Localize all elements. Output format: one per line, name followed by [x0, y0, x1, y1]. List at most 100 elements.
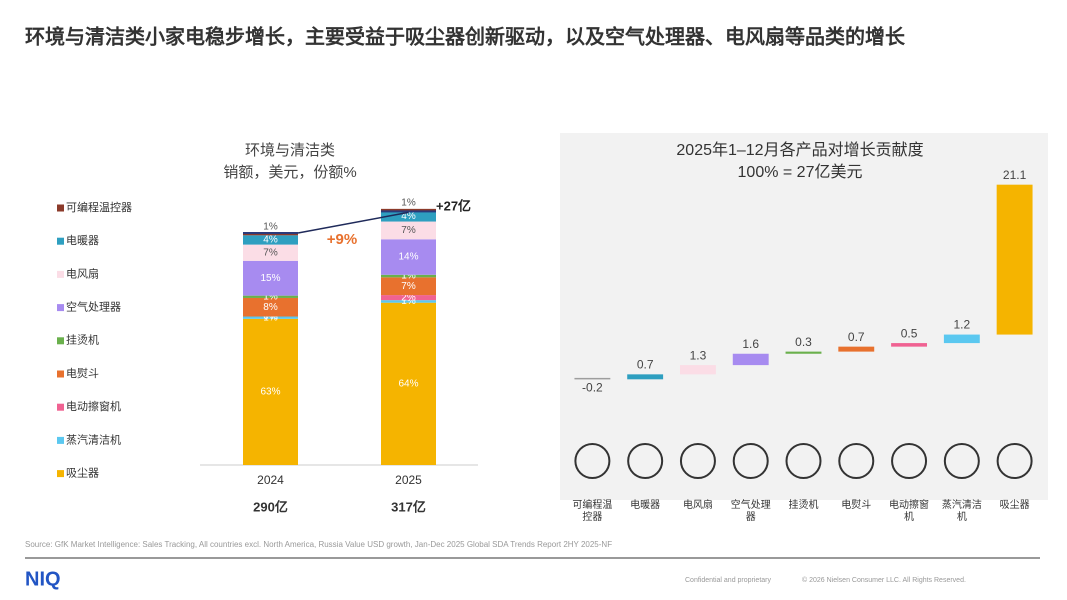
data-label: 0.7 [848, 330, 865, 344]
data-label: 1.3 [690, 348, 707, 362]
bar-segment [243, 235, 298, 245]
legend-swatch [57, 304, 64, 312]
legend-swatch [57, 470, 64, 478]
data-label: 63% [260, 387, 280, 398]
waterfall-bar [627, 374, 664, 380]
data-label: 14% [398, 252, 418, 263]
annotation: +27亿 [436, 198, 471, 213]
x-tick-label: 电动擦窗机 [889, 500, 930, 523]
bar-segment [381, 300, 436, 303]
copyright: © 2026 Nielsen Consumer LLC. All Rights … [802, 576, 966, 584]
bar-segment [243, 244, 298, 261]
data-label: 21.1 [1003, 168, 1027, 182]
data-label: 1% [401, 271, 416, 282]
panel [560, 133, 1048, 500]
legend-label: 可编程温控器 [66, 200, 132, 214]
data-label: 1% [401, 296, 416, 307]
icon [627, 443, 664, 479]
data-label: 1% [263, 291, 278, 302]
x-tick-label: 吸尘器 [999, 500, 1030, 511]
icon [679, 443, 716, 479]
data-label: 7% [401, 281, 416, 292]
bar-segment [381, 211, 436, 222]
legend-swatch [57, 370, 64, 378]
icon [574, 443, 611, 479]
data-label: 7% [401, 225, 416, 236]
legend-swatch [57, 270, 64, 278]
total-marker [243, 232, 298, 234]
data-label: 1% [263, 222, 278, 233]
data-label: 2% [401, 292, 416, 303]
icon [891, 443, 928, 479]
legend-label: 空气处理器 [66, 300, 121, 314]
legend-swatch [57, 204, 64, 212]
icon [732, 443, 769, 479]
waterfall-bar [891, 343, 927, 347]
chart-subtitle: 100% = 27亿美元 [738, 163, 863, 181]
data-label: 1% [401, 198, 416, 209]
total-label: 290亿 [253, 499, 288, 514]
x-tick-label: 可编程温控器 [572, 500, 613, 523]
waterfall-bar [574, 377, 611, 380]
waterfall-bar [785, 351, 822, 354]
waterfall-bar [680, 365, 716, 375]
bar-segment [243, 316, 298, 319]
bar-segment [243, 295, 298, 298]
bar-segment [381, 274, 436, 278]
bar-segment [243, 318, 298, 465]
legend-swatch [57, 237, 64, 245]
x-tick-label: 蒸汽清洁机 [941, 500, 982, 523]
x-tick-label: 2024 [257, 473, 284, 487]
bar-segment [381, 295, 436, 301]
data-label: 0.7 [637, 358, 654, 372]
legend-label: 蒸汽清洁机 [66, 432, 121, 446]
waterfall-bar [943, 334, 980, 344]
legend-swatch [57, 436, 64, 444]
legend-label: 吸尘器 [66, 467, 99, 480]
legend-label: 挂烫机 [66, 333, 99, 347]
data-label: 0.5 [901, 326, 918, 340]
legend-label: 电风扇 [66, 266, 99, 280]
data-label: 15% [260, 273, 280, 284]
annotation: +9% [327, 231, 357, 248]
logo: NIQ [25, 568, 61, 590]
confidential: Confidential and proprietary [685, 577, 771, 584]
bar-segment [243, 233, 298, 236]
chart-subtitle: 销额，美元，份额% [223, 164, 356, 181]
x-tick-label: 2025 [395, 473, 422, 487]
data-label: 0% [263, 311, 278, 322]
data-label: 4% [263, 235, 278, 246]
waterfall-bar [996, 184, 1033, 335]
chart-title: 2025年1–12月各产品对增长贡献度 [676, 141, 923, 159]
source: Source: GfK Market Intelligence: Sales T… [25, 540, 612, 549]
x-tick-label: 电风扇 [682, 500, 713, 511]
total-marker [381, 210, 436, 213]
data-label: 1.2 [953, 318, 970, 332]
x-tick-label: 电熨斗 [841, 500, 872, 511]
data-label: 7% [263, 247, 278, 258]
waterfall-bar [732, 353, 769, 366]
data-label: 1.6 [742, 337, 759, 351]
bar-segment [381, 208, 436, 212]
bar-segment [243, 260, 298, 296]
chart-title: 环境与清洁类 [245, 141, 335, 159]
data-label: 64% [398, 378, 418, 389]
icon [996, 443, 1033, 479]
data-label: 1% [263, 312, 278, 323]
icon [785, 443, 822, 479]
x-tick-label: 电暖器 [630, 500, 661, 511]
data-label: 8% [263, 302, 278, 313]
icon [838, 443, 875, 479]
data-label: 4% [401, 211, 416, 222]
legend-label: 电熨斗 [66, 366, 99, 380]
legend-swatch [57, 403, 64, 411]
icon [943, 443, 980, 479]
bar-segment [381, 221, 436, 240]
data-label: 0.3 [795, 335, 812, 349]
legend-label: 电暖器 [66, 234, 99, 247]
x-tick-label: 空气处理器 [730, 500, 771, 523]
growth-arrow [297, 211, 409, 234]
bar-segment [381, 239, 436, 275]
